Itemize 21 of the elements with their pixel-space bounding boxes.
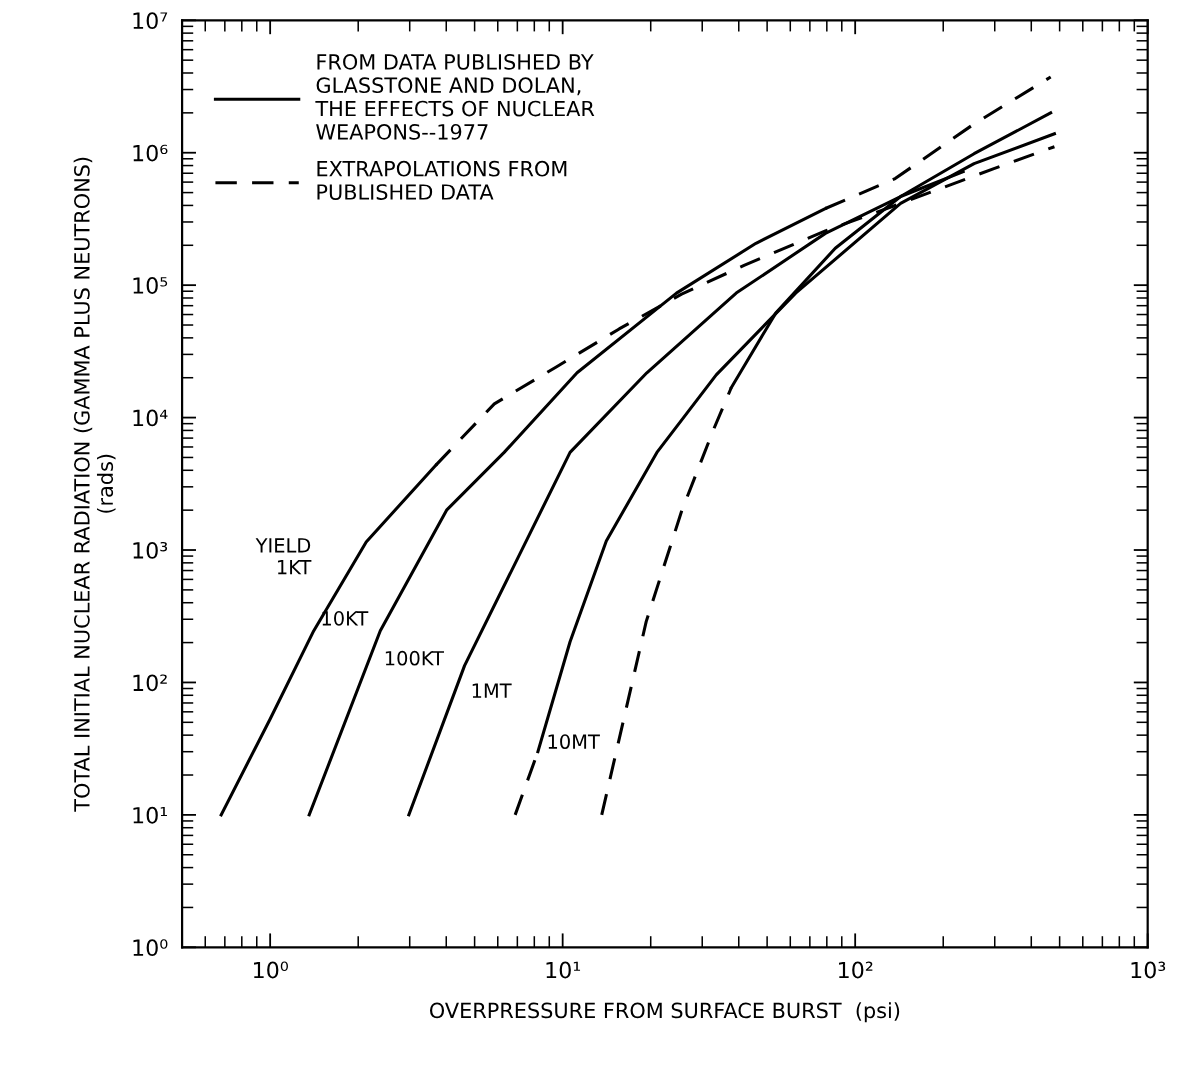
y-tick-label: 10⁷ [133,12,168,30]
annotation: YIELD 1KT [255,538,312,575]
x-tick-label: 10² [839,961,873,979]
y-tick-label: 10⁰ [133,939,168,957]
y-axis-title: TOTAL INITIAL NUCLEAR RADIATION (GAMMA PLUS NEUTRONS) (rads) [73,157,116,812]
y-tick-label: 10⁵ [133,277,168,294]
annotation: 10KT [322,611,369,626]
x-tick-label: 10³ [1131,961,1166,979]
annotation: 1MT [472,683,512,698]
y-tick-label: 10⁶ [133,144,168,162]
legend-label: FROM DATA PUBLISHED BY GLASSTONE AND DOLAN, THE EFFECTS OF NUCLEAR WEAPONS--1977 [315,53,595,140]
annotation: 10MT [548,734,600,750]
x-tick-label: 10⁰ [254,961,288,979]
x-tick-label: 10¹ [546,961,581,979]
y-tick-label: 10² [133,674,167,692]
y-tick-label: 10⁴ [133,409,168,427]
y-tick-label: 10¹ [133,806,167,824]
x-axis-title: OVERPRESSURE FROM SURFACE BURST (psi) [430,1002,900,1023]
legend-label: EXTRAPOLATIONS FROM PUBLISHED DATA [317,160,567,200]
annotation: 100KT [385,650,445,666]
y-tick-label: 10³ [133,541,168,559]
